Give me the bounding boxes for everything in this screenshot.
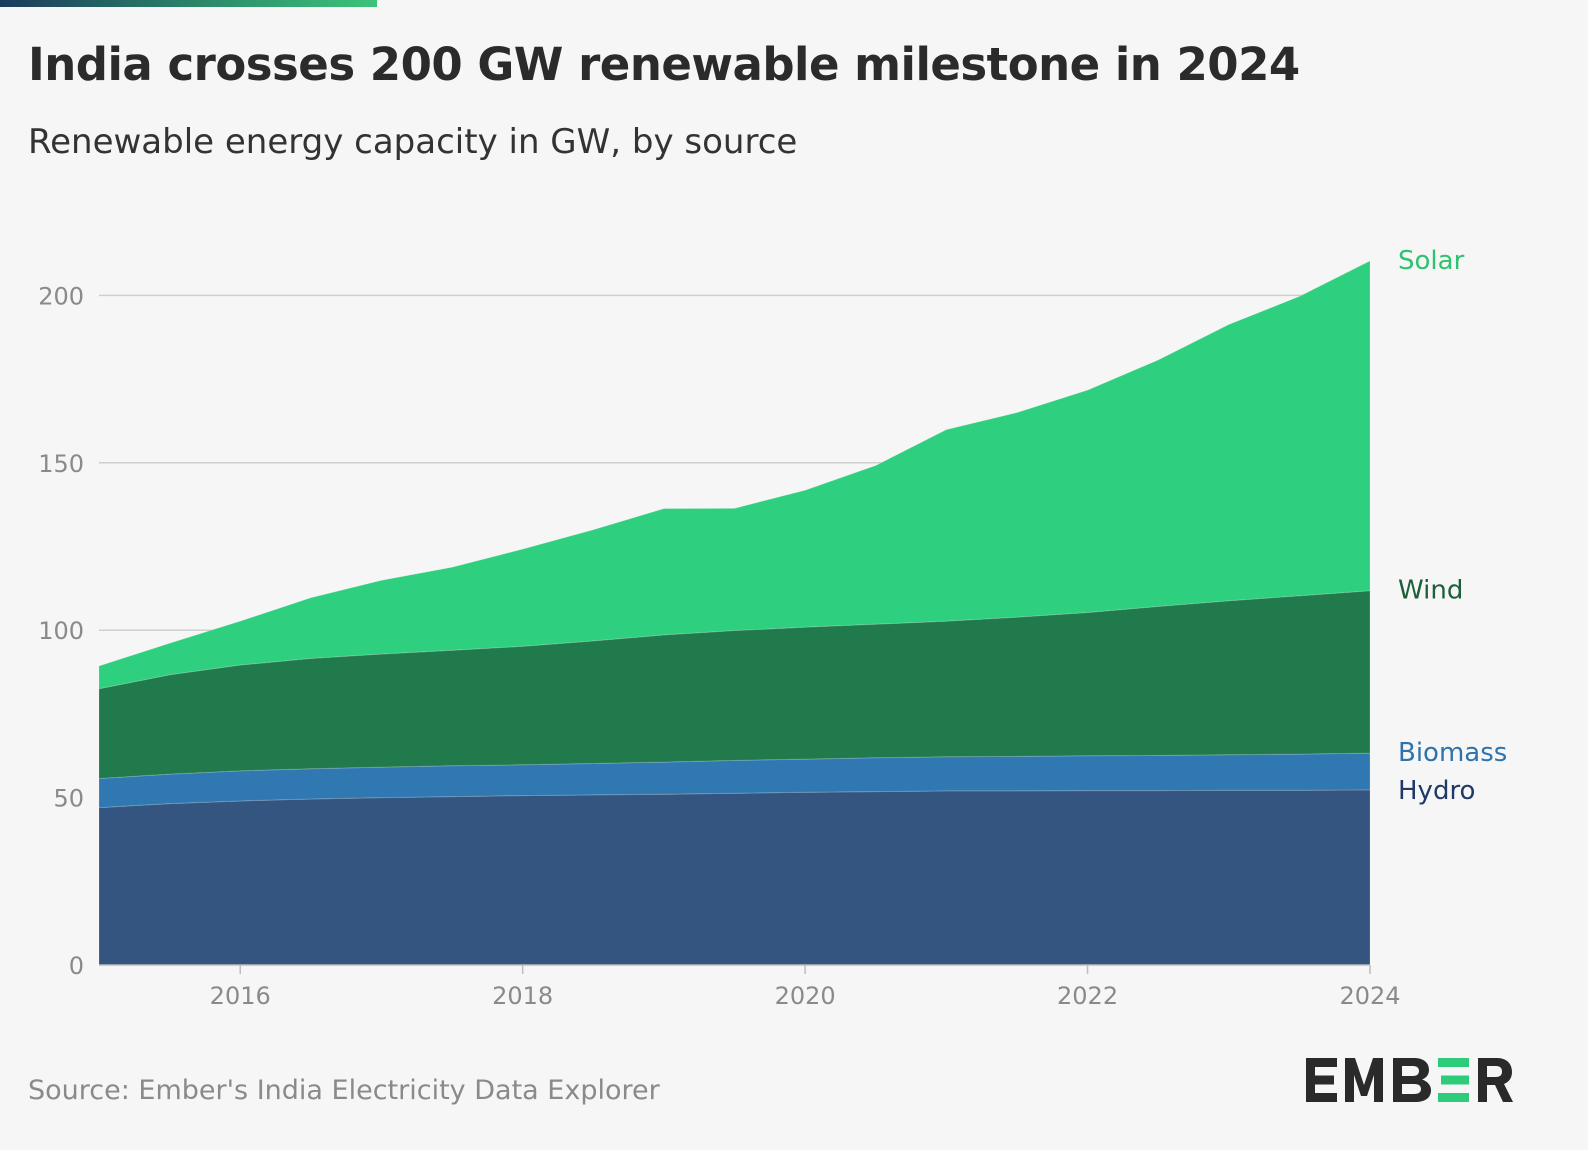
- series-label-solar: Solar: [1398, 246, 1465, 276]
- ember-logo: [1306, 1058, 1513, 1102]
- series-label-hydro: Hydro: [1398, 776, 1475, 806]
- x-tick-label: 2022: [1057, 982, 1118, 1010]
- x-tick-label: 2020: [775, 982, 836, 1010]
- series-labels: Hydro Biomass Wind Solar: [1398, 246, 1507, 806]
- area-solar: [98, 260, 1371, 690]
- y-tick-label: 200: [38, 282, 84, 310]
- accent-bar: [0, 0, 377, 7]
- x-tick-label: 2024: [1339, 982, 1400, 1010]
- x-tick-label: 2018: [492, 982, 553, 1010]
- area-hydro: [98, 789, 1371, 966]
- series-label-wind: Wind: [1398, 576, 1463, 606]
- y-tick-label: 150: [38, 450, 84, 478]
- chart-title: India crosses 200 GW renewable milestone…: [28, 38, 1300, 91]
- axes: 0 50 100 150 200 2016 2018 2020 2022 2024: [38, 282, 1400, 1010]
- area-series: [98, 260, 1371, 966]
- x-tick-label: 2016: [210, 982, 271, 1010]
- chart-subtitle: Renewable energy capacity in GW, by sour…: [28, 122, 798, 162]
- y-tick-label: 100: [38, 617, 84, 645]
- y-tick-label: 0: [69, 952, 84, 980]
- series-label-biomass: Biomass: [1398, 738, 1507, 768]
- source-note: Source: Ember's India Electricity Data E…: [28, 1075, 660, 1106]
- area-biomass: [98, 752, 1371, 809]
- y-tick-label: 50: [53, 785, 84, 813]
